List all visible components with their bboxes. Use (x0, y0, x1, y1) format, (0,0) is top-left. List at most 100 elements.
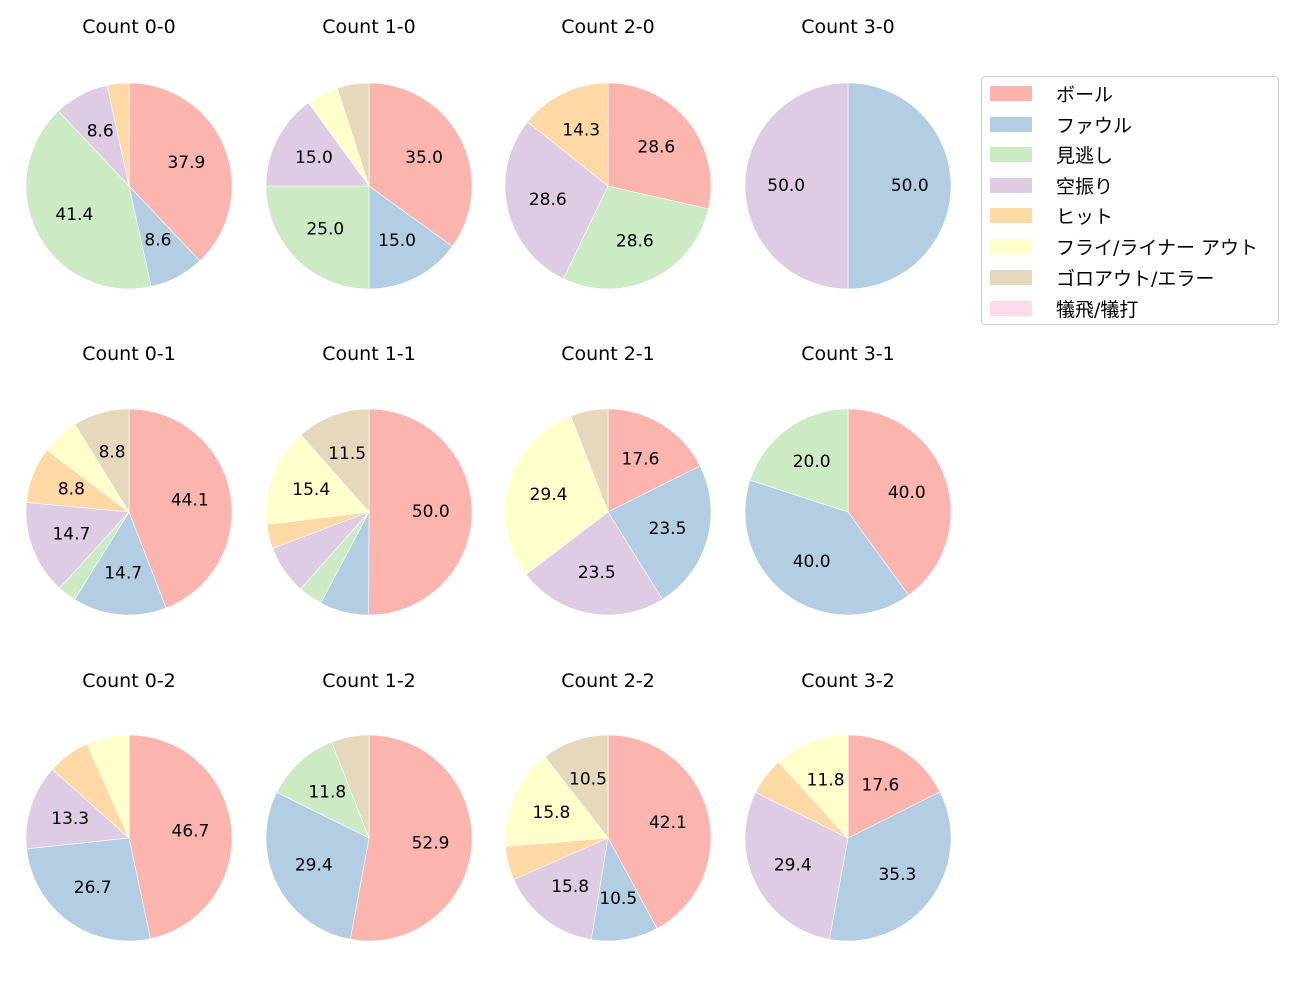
pie-count-1-0: 35.0 15.0 25.0 15.0 (265, 82, 473, 290)
pie-slice (86, 734, 130, 839)
pie-slice (513, 837, 609, 940)
pie-count-3-2: 17.6 35.3 29.4 11.8 (744, 734, 952, 942)
slice-label: 29.4 (530, 485, 568, 505)
pie-slice (128, 408, 233, 609)
slice-label: 15.8 (551, 877, 589, 897)
pie-slice (504, 415, 609, 575)
legend-label: 犠飛/犠打 (1056, 298, 1139, 321)
legend-item-foul: ファウル (990, 111, 1132, 137)
slice-label: 10.5 (569, 770, 607, 790)
legend-item-sacrifice: 犠飛/犠打 (990, 295, 1138, 321)
pie-slice (525, 511, 663, 616)
title-count-1-1: Count 1-1 (322, 343, 416, 365)
legend-swatch-ball (990, 85, 1032, 101)
pie-count-1-2: 52.9 29.4 11.8 (265, 734, 473, 942)
slice-label: 28.6 (529, 190, 567, 210)
pie-slice (607, 465, 712, 600)
slice-label: 41.4 (55, 205, 93, 225)
pie-slice (570, 408, 609, 513)
slice-label: 17.6 (862, 775, 900, 795)
slice-label: 28.6 (616, 232, 654, 252)
pie-slice (336, 82, 370, 187)
title-count-1-2: Count 1-2 (322, 670, 416, 692)
pie-slice (744, 479, 909, 616)
legend-label: ゴロアウト/エラー (1056, 267, 1215, 290)
title-count-2-2: Count 2-2 (561, 670, 655, 692)
title-count-2-0: Count 2-0 (561, 16, 655, 38)
pie-slice (300, 408, 370, 513)
pie-slice (276, 741, 370, 839)
slice-label: 50.0 (767, 176, 805, 196)
pie-slice (265, 434, 370, 525)
pie-slice (331, 734, 370, 839)
slice-label: 28.6 (637, 137, 675, 157)
pie-count-3-0: 50.0 50.0 (744, 82, 952, 290)
pie-slice (504, 121, 609, 280)
pie-slice (128, 82, 233, 262)
title-count-2-1: Count 2-1 (561, 343, 655, 365)
slice-label: 8.8 (58, 480, 85, 500)
slice-label: 50.0 (891, 176, 929, 196)
slice-label: 10.5 (599, 889, 637, 909)
slice-label: 42.1 (649, 813, 687, 833)
pie-slice (106, 82, 130, 187)
slice-label: 29.4 (295, 856, 333, 876)
pie-count-0-2: 46.7 26.7 13.3 (25, 734, 233, 942)
slice-label: 37.9 (167, 153, 205, 173)
pie-slice (590, 837, 658, 942)
slice-label: 11.8 (807, 770, 845, 790)
legend-swatch-sacrifice (990, 300, 1032, 316)
pie-slice (128, 734, 233, 940)
pie-slice (544, 734, 609, 839)
slice-label: 14.3 (562, 120, 600, 140)
pie-count-0-0: 37.9 8.6 41.4 8.6 (25, 82, 233, 290)
pie-slice (25, 110, 152, 290)
slice-label: 8.6 (144, 231, 171, 251)
pie-slice (607, 734, 712, 929)
slice-label: 15.4 (292, 480, 330, 500)
legend-swatch-fly-liner-out (990, 238, 1032, 254)
slice-label: 44.1 (171, 491, 209, 511)
legend-label: ファウル (1056, 114, 1133, 137)
slice-label: 11.5 (328, 444, 366, 464)
slice-label: 35.3 (878, 865, 916, 885)
pie-count-2-0: 28.6 28.6 28.6 14.3 (504, 82, 712, 290)
slice-label: 40.0 (888, 483, 926, 503)
legend-item-ball: ボール (990, 80, 1113, 106)
slice-label: 14.7 (104, 564, 142, 584)
legend-swatch-hit (990, 207, 1032, 223)
legend: ボール ファウル 見逃し 空振り ヒット フライ/ライナー アウト ゴロアウト/… (981, 76, 1279, 325)
slice-label: 46.7 (172, 822, 210, 842)
pie-slice (828, 791, 952, 942)
pie-slice (368, 408, 473, 616)
legend-item-called-strike: 見逃し (990, 141, 1113, 167)
pie-slice (74, 408, 130, 514)
slice-label: 15.0 (378, 231, 416, 251)
pie-slice (744, 791, 849, 940)
legend-swatch-foul (990, 116, 1032, 132)
slice-label: 20.0 (793, 452, 831, 472)
pie-slice (25, 768, 130, 850)
legend-swatch-called-strike (990, 146, 1032, 162)
legend-label: フライ/ライナー アウト (1056, 236, 1259, 259)
pie-slice (368, 185, 453, 290)
title-count-3-1: Count 3-1 (801, 343, 895, 365)
pie-slice (265, 102, 370, 187)
slice-label: 14.7 (52, 524, 90, 544)
pie-slice (527, 82, 609, 187)
slice-label: 15.8 (533, 803, 571, 823)
pie-slice (744, 82, 849, 290)
pie-slice (265, 791, 370, 940)
pie-slice (749, 408, 849, 513)
pie-slice (349, 734, 473, 942)
pie-count-2-2: 42.1 10.5 15.8 15.8 10.5 (504, 734, 712, 942)
pie-slice (607, 82, 712, 210)
pie-slice (847, 734, 941, 839)
pie-slice (607, 408, 701, 513)
slice-label: 50.0 (412, 502, 450, 522)
legend-label: ヒット (1056, 205, 1114, 228)
pie-slice (504, 756, 609, 847)
pie-slice (25, 502, 130, 589)
